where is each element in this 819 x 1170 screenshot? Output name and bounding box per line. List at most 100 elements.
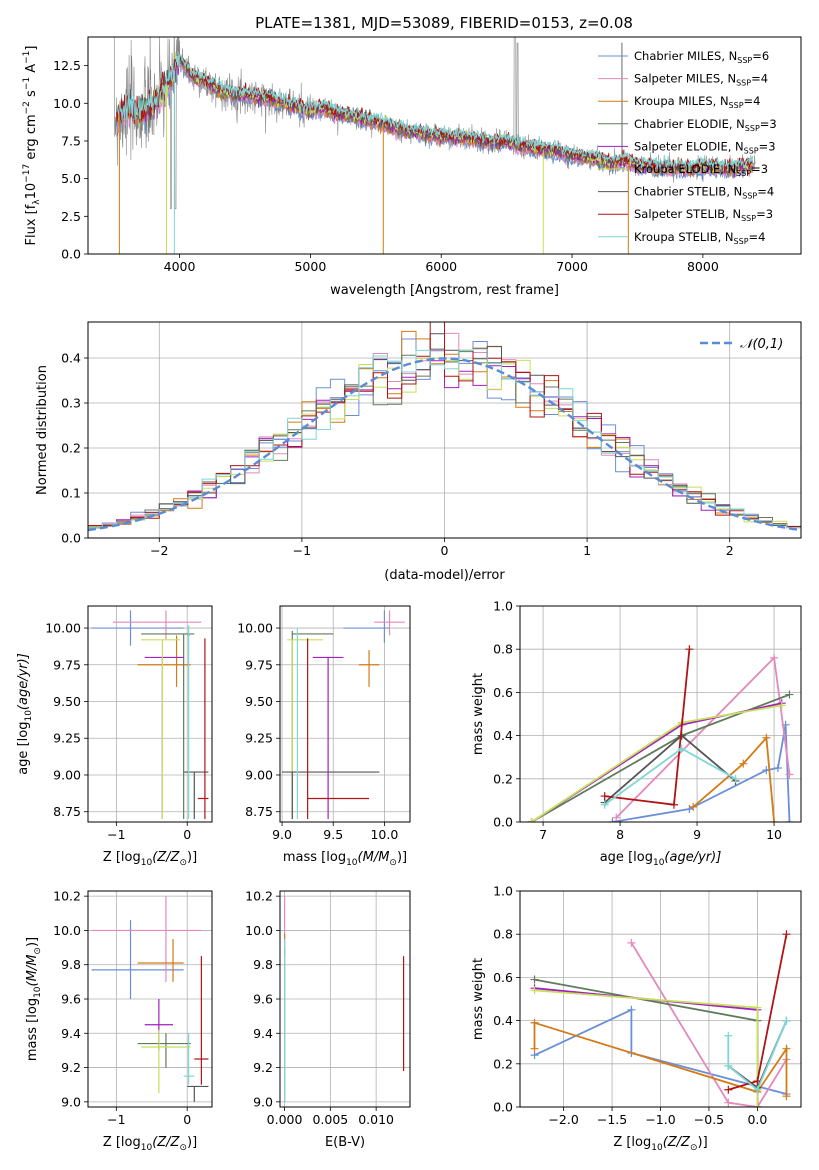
y-tick-label: 2.5 xyxy=(61,209,81,224)
y-tick-label: 7.5 xyxy=(61,133,81,148)
plot-area xyxy=(283,896,405,1102)
x-tick-label: −2 xyxy=(150,543,168,558)
weight-point xyxy=(627,938,636,947)
age-vs-mass-panel: 9.0 9.5 10.0 8.75 9.00 9.25 9.50 9.75 10.00 mass … xyxy=(237,605,411,868)
x-tick-label: 9.5 xyxy=(323,827,343,842)
weight-point xyxy=(782,930,791,939)
weight-point xyxy=(785,770,794,779)
spectrum-panel: 4000 5000 6000 7000 8000 0.0 2.5 5.0 7.5 10.0 12.5… xyxy=(22,36,802,298)
y-tick-label: 9.25 xyxy=(245,731,273,746)
y-tick-label: 0.4 xyxy=(493,728,513,743)
weight-point xyxy=(777,701,786,710)
residual-histogram xyxy=(88,322,801,527)
weight-point xyxy=(753,1003,762,1012)
weight-point xyxy=(530,975,539,984)
legend-entry: Chabrier ELODIE, NSSP=3 xyxy=(634,117,777,133)
legend: Chabrier MILES, NSSP=6 Salpeter MILES, NS… xyxy=(598,49,777,246)
x-tick-label: 10.0 xyxy=(370,827,398,842)
x-tick-label: −2.0 xyxy=(548,1112,578,1127)
y-tick-label: 9.0 xyxy=(253,1094,273,1109)
x-axis-label: age [log10(age/yr)] xyxy=(600,850,722,868)
weight-vs-metallicity-panel: −2.0 −1.5 −1.0 −0.5 0.0 0.0 0.2 0.4 0.6 0.8 1.0 Z [… xyxy=(471,884,802,1153)
weight-point xyxy=(773,764,782,772)
axes-frame xyxy=(87,36,802,255)
observed-spectrum xyxy=(113,37,756,210)
y-tick-label: 9.50 xyxy=(245,694,273,709)
weight-point xyxy=(608,818,617,822)
mass-vs-ebv-panel: 0.000 0.005 0.010 9.0 9.2 9.4 9.6 9.8 10.0 10.2 E(… xyxy=(245,889,411,1150)
plot-area xyxy=(282,610,405,820)
y-tick-label: 9.0 xyxy=(61,1094,81,1109)
plot-area xyxy=(91,896,209,1102)
x-axis-label: E(B-V) xyxy=(325,1135,365,1150)
y-tick-label: 9.2 xyxy=(253,1060,273,1075)
x-tick-label: 8 xyxy=(616,827,624,842)
model-spectrum xyxy=(116,51,754,170)
y-tick-label: 0.2 xyxy=(493,1056,513,1071)
legend-entry: Salpeter MILES, NSSP=4 xyxy=(634,72,768,88)
x-tick-label: 6000 xyxy=(425,259,457,274)
y-tick-label: 1.0 xyxy=(493,599,513,614)
mass-vs-metallicity-panel: −1 0 9.0 9.2 9.4 9.6 9.8 10.0 10.2 Z [log10(Z/Z⊙)… xyxy=(25,889,213,1153)
x-axis-label: Z [log10(Z/Z⊙)] xyxy=(103,1135,197,1153)
y-tick-label: 9.6 xyxy=(61,992,81,1007)
y-tick-label: 9.4 xyxy=(61,1026,81,1041)
x-tick-label: 8000 xyxy=(687,259,719,274)
weight-point xyxy=(627,1005,636,1014)
plot-area xyxy=(91,610,209,820)
y-tick-label: 0.8 xyxy=(493,927,513,942)
y-tick-label: 9.25 xyxy=(53,731,81,746)
x-tick-label: 0 xyxy=(183,1112,191,1127)
y-tick-label: 10.00 xyxy=(237,621,273,636)
weight-point xyxy=(770,653,779,662)
x-tick-label: −1.0 xyxy=(645,1112,675,1127)
weight-point xyxy=(724,1031,733,1040)
x-tick-label: 1 xyxy=(583,543,591,558)
x-tick-label: −0.5 xyxy=(694,1112,724,1127)
axes-frame xyxy=(87,890,213,1108)
y-axis-label: Flux [fλ10−17 erg cm−2 s−1 A−1] xyxy=(22,46,42,246)
x-tick-label: 9 xyxy=(693,827,701,842)
legend-entry: Kroupa ELODIE, NSSP=3 xyxy=(634,162,768,178)
weight-point xyxy=(731,774,740,783)
y-tick-label: 0.0 xyxy=(61,247,81,262)
weight-point xyxy=(530,1044,539,1053)
figure-title: PLATE=1381, MJD=53089, FIBERID=0153, z=0… xyxy=(255,14,633,32)
weight-point xyxy=(782,1044,791,1053)
weight-point xyxy=(782,1092,791,1101)
y-tick-label: 9.75 xyxy=(245,657,273,672)
weight-series-line xyxy=(534,987,759,1107)
residuals-panel: −2 −1 0 1 2 0.0 0.1 0.2 0.3 0.4 (data-model)/error… xyxy=(35,321,802,583)
x-tick-label: 4000 xyxy=(164,259,196,274)
weight-point xyxy=(677,744,686,753)
x-tick-label: 7 xyxy=(539,827,547,842)
plot-area xyxy=(530,930,791,1107)
weight-point xyxy=(753,1085,762,1094)
x-tick-label: −1.5 xyxy=(597,1112,627,1127)
x-axis-label: (data-model)/error xyxy=(384,568,505,583)
y-tick-label: 9.00 xyxy=(53,767,81,782)
normal-curve xyxy=(88,357,799,532)
y-axis-label: mass [log10(M/M⊙)] xyxy=(25,937,43,1061)
x-tick-label: −1 xyxy=(107,1112,125,1127)
legend-entry: 𝒩(0,1) xyxy=(740,337,783,352)
weight-point xyxy=(600,792,609,801)
y-tick-label: 9.8 xyxy=(61,957,81,972)
y-tick-label: 0.4 xyxy=(493,1013,513,1028)
age-vs-metallicity-panel: −1 0 8.75 9.00 9.25 9.50 9.75 10.00 Z [log10(Z/Z… xyxy=(16,605,213,868)
weight-point xyxy=(724,1061,733,1070)
x-axis-label: wavelength [Angstrom, rest frame] xyxy=(330,283,559,298)
weight-point xyxy=(753,1103,762,1107)
x-tick-label: 5000 xyxy=(294,259,326,274)
weight-point xyxy=(770,818,779,822)
weight-point xyxy=(689,802,698,811)
y-tick-label: 0.0 xyxy=(61,531,81,546)
y-tick-label: 0.0 xyxy=(493,1100,513,1115)
plot-area xyxy=(88,322,801,532)
y-tick-label: 0.8 xyxy=(493,642,513,657)
plot-area xyxy=(527,645,794,822)
legend-entry: Kroupa STELIB, NSSP=4 xyxy=(634,230,765,246)
legend-entry: Chabrier STELIB, NSSP=4 xyxy=(634,185,774,201)
axes-frame xyxy=(87,321,802,539)
legend-entry: Salpeter ELODIE, NSSP=3 xyxy=(634,139,776,155)
